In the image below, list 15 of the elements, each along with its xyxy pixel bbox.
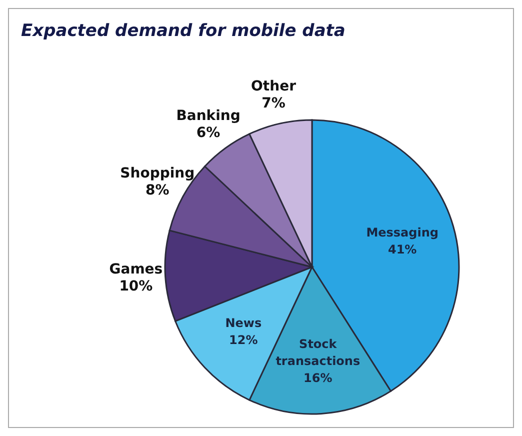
data-label: 41% [388, 242, 417, 256]
slice-label: Messaging [366, 225, 438, 240]
chart-title: Expacted demand for mobile data [21, 21, 346, 41]
slice-label: Stock transactions [276, 336, 360, 368]
slice-label: Other [251, 78, 296, 94]
slice-label: Shopping [120, 166, 195, 182]
slice-label: Banking [176, 108, 240, 124]
data-label: 7% [262, 95, 286, 112]
data-label: 8% [146, 182, 170, 199]
slice-label: News [225, 316, 262, 330]
data-label: 12% [229, 332, 258, 347]
slice-label: Games [109, 262, 163, 278]
data-label: 16% [304, 370, 332, 385]
data-label: 10% [119, 278, 153, 295]
data-label: 6% [196, 124, 220, 141]
